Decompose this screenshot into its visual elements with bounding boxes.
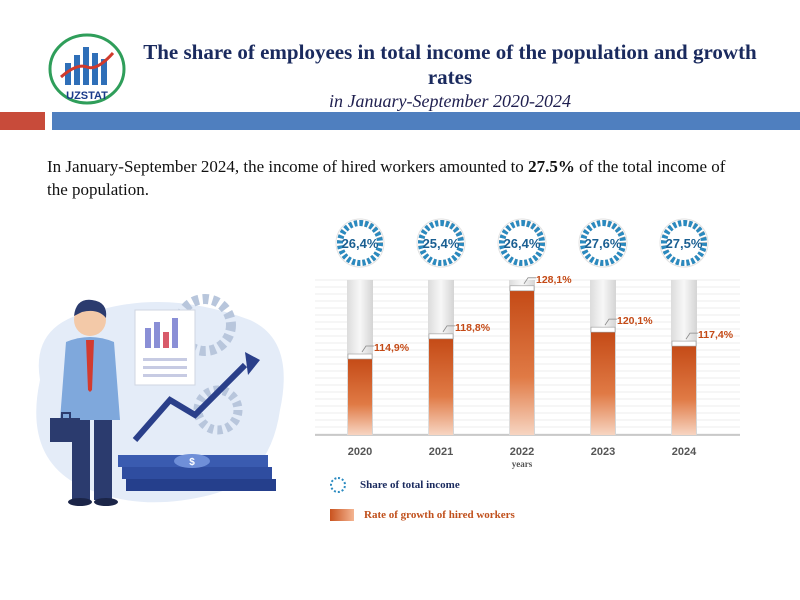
x-axis-label: years	[512, 459, 533, 469]
intro-after: of the total income of the population.	[47, 157, 726, 199]
legend-label-growth: Rate of growth of hired workers	[364, 509, 515, 521]
ring-bg	[416, 218, 466, 268]
svg-text:$: $	[189, 457, 195, 468]
legend-bar-icon	[330, 509, 354, 521]
income-chart: 114,9% 26,4% 2020 118,8% 25,4% 2021 128,1% 26,4…	[315, 218, 740, 469]
bar-cap	[590, 326, 616, 333]
growth-arrow	[132, 362, 248, 442]
share-label: 26,4%	[342, 236, 379, 251]
uzstat-logo: UZSTAT	[48, 33, 126, 105]
bar-cap	[428, 333, 454, 340]
legend-circle-icon	[330, 477, 346, 493]
ring-bg	[659, 218, 709, 268]
chart-legend: Share of total income Rate of growth of …	[330, 475, 590, 535]
share-label: 26,4%	[504, 236, 541, 251]
x-tick-label: 2021	[429, 446, 453, 458]
divider-red	[0, 112, 45, 130]
title-main: The share of employees in total income o…	[143, 40, 757, 89]
share-arc	[661, 220, 707, 266]
ring-center	[669, 228, 699, 258]
ring-center	[588, 228, 618, 258]
divider-blue	[52, 112, 800, 130]
label-leader	[685, 332, 698, 340]
growth-bar	[348, 358, 372, 435]
businessman-illustration: $	[36, 294, 284, 506]
growth-bar	[429, 337, 453, 435]
x-tick-label: 2024	[672, 446, 697, 458]
growth-label: 128,1%	[536, 274, 572, 286]
share-arc	[580, 220, 626, 266]
bar-cap	[671, 340, 697, 347]
legend-label-share: Share of total income	[360, 479, 460, 491]
x-tick-label: 2022	[510, 446, 534, 458]
share-arc	[337, 220, 383, 266]
growth-label: 117,4%	[698, 329, 734, 341]
ring-bg	[335, 218, 385, 268]
growth-bar	[510, 289, 534, 435]
intro-before: In January-September 2024, the income of…	[47, 157, 529, 176]
ring-bg	[578, 218, 628, 268]
label-leader	[523, 277, 536, 285]
label-leader	[442, 325, 455, 333]
bar-cap	[347, 353, 373, 360]
legend-item-share: Share of total income	[330, 475, 590, 495]
label-leader	[361, 345, 374, 353]
ring-center	[426, 228, 456, 258]
growth-bar	[591, 331, 615, 435]
ring-center	[345, 228, 375, 258]
growth-bar	[672, 345, 696, 435]
share-arc	[499, 220, 545, 266]
ring-bg	[497, 218, 547, 268]
intro-highlight: 27.5%	[528, 157, 575, 176]
growth-label: 114,9%	[374, 342, 410, 354]
share-label: 27,6%	[585, 236, 622, 251]
growth-label: 118,8%	[455, 322, 491, 334]
legend-item-growth: Rate of growth of hired workers	[330, 505, 590, 525]
ring-center	[507, 228, 537, 258]
intro-text: In January-September 2024, the income of…	[47, 155, 747, 201]
share-arc	[418, 220, 464, 266]
title-sub: in January-September 2020-2024	[329, 91, 571, 111]
logo-text: UZSTAT	[66, 90, 108, 102]
share-label: 27,5%	[666, 236, 703, 251]
growth-label: 120,1%	[617, 315, 653, 327]
page-title: The share of employees in total income o…	[130, 40, 770, 112]
bar-cap	[509, 285, 535, 292]
label-leader	[604, 318, 617, 326]
share-label: 25,4%	[423, 236, 460, 251]
x-tick-label: 2020	[348, 446, 372, 458]
x-tick-label: 2023	[591, 446, 615, 458]
